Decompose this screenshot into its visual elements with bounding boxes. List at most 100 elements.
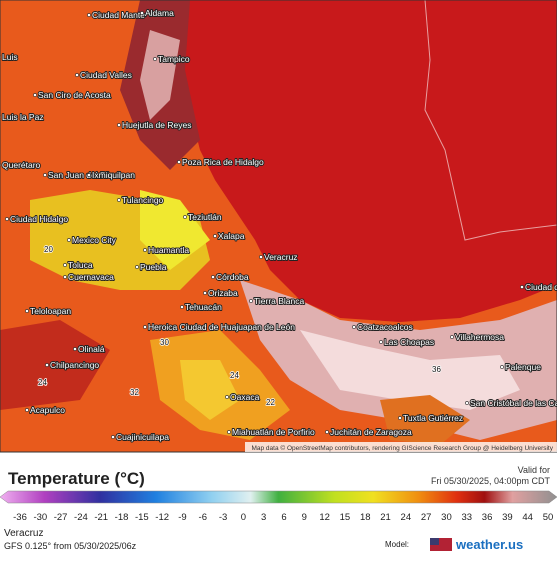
gulf (180, 0, 557, 322)
scale-tick-label: 36 (482, 512, 493, 523)
scale-tick-label: 9 (302, 512, 307, 523)
hot-region (180, 360, 240, 420)
scale-tick-label: -12 (155, 512, 169, 523)
city-dot (203, 291, 207, 295)
scale-tick-label: -9 (178, 512, 186, 523)
scale-tick-label: 39 (502, 512, 513, 523)
city-label: San Cristóbal de las Casas (470, 398, 557, 408)
city-dot (450, 335, 454, 339)
city-label: Villahermosa (455, 332, 504, 342)
dark-region (0, 320, 110, 410)
city-label: Cuajinicuilapa (116, 432, 169, 442)
city-dot (500, 365, 504, 369)
city-dot (63, 275, 67, 279)
city-dot (520, 285, 524, 289)
city-dot (143, 248, 147, 252)
city-label: Tulancingo (122, 195, 164, 205)
pink-region (140, 30, 180, 120)
warm-region (380, 395, 470, 445)
city-label: Juchitán de Zaragoza (330, 427, 412, 437)
scale-tick-label: -24 (74, 512, 88, 523)
city-label: Teloloapan (30, 306, 71, 316)
city-dot (379, 340, 383, 344)
temperature-label: 32 (130, 388, 139, 397)
location: Veracruz (4, 528, 43, 539)
city-dot (325, 430, 329, 434)
city-dot (25, 408, 29, 412)
brand[interactable]: weather.us (455, 537, 523, 552)
city-dot (465, 401, 469, 405)
model-label: Model: (385, 540, 409, 549)
scale-tick-label: 33 (461, 512, 472, 523)
attribution-bg (245, 442, 557, 452)
city-label: Tehuacán (185, 302, 222, 312)
scale-tick-label: 0 (241, 512, 246, 523)
city-dot (177, 160, 181, 164)
scale-tick-label: -15 (135, 512, 149, 523)
city-dot (63, 263, 67, 267)
city-dot (259, 255, 263, 259)
city-dot (5, 217, 9, 221)
scale-tick-label: -30 (33, 512, 47, 523)
city-dot (0, 115, 1, 119)
city-dot (0, 163, 1, 167)
city-label: Querétaro (2, 160, 41, 170)
city-dot (227, 430, 231, 434)
city-label: Puebla (140, 262, 167, 272)
city-label: Tampico (158, 54, 190, 64)
hot-region (140, 190, 210, 270)
city-dot (117, 198, 121, 202)
scale-tick-label: -6 (199, 512, 207, 523)
city-label: Oaxaca (230, 392, 260, 402)
scale-tick-label: 6 (281, 512, 286, 523)
city-label: Teziutlán (188, 212, 222, 222)
valid-label: Valid for (518, 465, 550, 475)
model-run: GFS 0.125° from 05/30/2025/06z (4, 541, 137, 551)
city-dot (73, 347, 77, 351)
flag (430, 538, 439, 545)
city-dot (398, 416, 402, 420)
temperature-label: 20 (44, 245, 53, 254)
city-label: Palenque (505, 362, 541, 372)
city-dot (135, 265, 139, 269)
city-dot (43, 173, 47, 177)
city-label: Poza Rica de Hidalgo (182, 157, 264, 167)
city-dot (225, 395, 229, 399)
city-label: Acapulco (30, 405, 65, 415)
scale-tick-label: 21 (380, 512, 391, 523)
city-label: Tierra Blanca (254, 296, 305, 306)
scale-tick-label: -36 (13, 512, 27, 523)
city-label: Ixmiquilpan (92, 170, 135, 180)
city-dot (75, 73, 79, 77)
city-label: Huamantla (148, 245, 189, 255)
city-dot (111, 435, 115, 439)
scale-tick-label: 15 (340, 512, 351, 523)
city-dot (140, 11, 144, 15)
city-dot (153, 57, 157, 61)
scale-tick-label: 18 (360, 512, 371, 523)
city-label: Tuxtla Gutiérrez (403, 413, 463, 423)
city-label: Chilpancingo (50, 360, 99, 370)
city-dot (249, 299, 253, 303)
city-dot (183, 215, 187, 219)
city-label: Heroica Ciudad de Huajuapan de León (148, 322, 295, 332)
city-dot (352, 325, 356, 329)
city-label: Miahuatlán de Porfirio (232, 427, 315, 437)
scale-tick-label: 50 (543, 512, 554, 523)
city-label: Olinalá (78, 344, 105, 354)
temperature-label: 22 (266, 398, 275, 407)
city-label: Mexico City (72, 235, 117, 245)
pale-region (300, 330, 520, 410)
scale-tick-label: 12 (319, 512, 330, 523)
city-label: Ciudad del Carmen (525, 282, 557, 292)
scale-tick-label: 44 (522, 512, 533, 523)
scale-tick-label: 24 (401, 512, 412, 523)
city-label: Ciudad Mante (92, 10, 145, 20)
temperature-label: 36 (432, 365, 441, 374)
legend-title: Temperature (°C) (8, 469, 145, 488)
city-dot (87, 13, 91, 17)
city-label: Luis (2, 52, 18, 62)
city-label: Toluca (68, 260, 93, 270)
temperature-label: 30 (160, 338, 169, 347)
